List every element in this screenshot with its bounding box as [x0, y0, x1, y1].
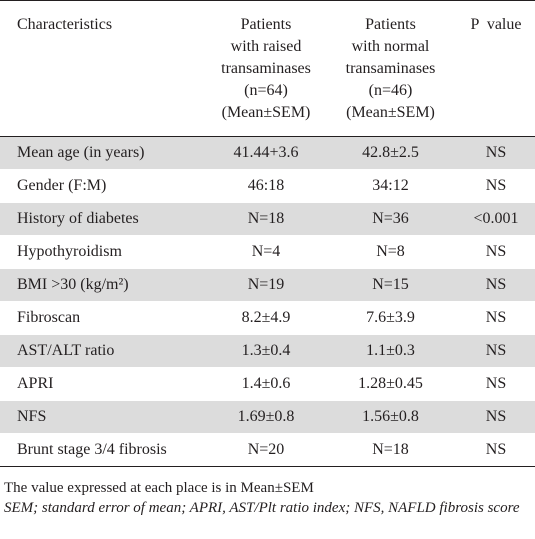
header-normal-transaminases: Patients with normal transaminases (n=46…	[324, 0, 457, 137]
header-p-value-line: P value	[470, 16, 522, 33]
table-row: APRI 1.4±0.6 1.28±0.45 NS	[0, 367, 535, 401]
p-value: NS	[457, 235, 535, 269]
normal-value: 1.1±0.3	[324, 334, 457, 368]
footnote-abbreviations: SEM; standard error of mean; APRI, AST/P…	[4, 500, 520, 516]
header-line: Patients	[365, 16, 416, 33]
p-value: NS	[457, 169, 535, 203]
header-p-value: P value	[457, 0, 535, 137]
raised-value: 46:18	[208, 169, 324, 203]
raised-value: N=19	[208, 268, 324, 302]
table-header: Characteristics Patients with raised tra…	[0, 0, 535, 137]
table-body: Mean age (in years) 41.44+3.6 42.8±2.5 N…	[0, 136, 535, 467]
row-label: Hypothyroidism	[0, 235, 208, 269]
characteristics-table: Characteristics Patients with raised tra…	[0, 0, 535, 467]
normal-value: 34:12	[324, 169, 457, 203]
header-line: transaminases	[345, 60, 436, 77]
header-line: (Mean±SEM)	[221, 104, 311, 121]
row-label: Brunt stage 3/4 fibrosis	[0, 433, 208, 467]
header-line: (n=64)	[244, 82, 288, 99]
table-row: History of diabetes N=18 N=36 <0.001	[0, 202, 535, 236]
row-label: Mean age (in years)	[0, 136, 208, 170]
header-line: with normal	[351, 38, 430, 55]
table-row: Hypothyroidism N=4 N=8 NS	[0, 235, 535, 269]
normal-value: 42.8±2.5	[324, 136, 457, 170]
raised-value: 41.44+3.6	[208, 136, 324, 170]
p-value: NS	[457, 367, 535, 401]
raised-value: 1.69±0.8	[208, 400, 324, 434]
normal-value: 1.28±0.45	[324, 367, 457, 401]
row-label: BMI >30 (kg/m²)	[0, 268, 208, 302]
row-label: Gender (F:M)	[0, 169, 208, 203]
raised-value: 8.2±4.9	[208, 301, 324, 335]
raised-value: 1.4±0.6	[208, 367, 324, 401]
p-value: NS	[457, 433, 535, 467]
normal-value: N=8	[324, 235, 457, 269]
p-value: NS	[457, 400, 535, 434]
row-label: History of diabetes	[0, 202, 208, 236]
table-row: AST/ALT ratio 1.3±0.4 1.1±0.3 NS	[0, 334, 535, 368]
header-line: with raised	[230, 38, 302, 55]
normal-value: 1.56±0.8	[324, 400, 457, 434]
p-value: <0.001	[457, 202, 535, 236]
p-value: NS	[457, 301, 535, 335]
row-label: Fibroscan	[0, 301, 208, 335]
header-line: (n=46)	[368, 82, 413, 99]
raised-value: 1.3±0.4	[208, 334, 324, 368]
normal-value: N=36	[324, 202, 457, 236]
table-row: BMI >30 (kg/m²) N=19 N=15 NS	[0, 268, 535, 302]
table-row: Fibroscan 8.2±4.9 7.6±3.9 NS	[0, 301, 535, 335]
header-line: transaminases	[221, 60, 311, 77]
header-line: Patients	[240, 16, 292, 33]
footnote-mean-sem: The value expressed at each place is in …	[4, 480, 314, 496]
table-row: Mean age (in years) 41.44+3.6 42.8±2.5 N…	[0, 136, 535, 170]
raised-value: N=4	[208, 235, 324, 269]
header-characteristics-line: Characteristics	[17, 16, 113, 33]
characteristics-table-container: Characteristics Patients with raised tra…	[0, 0, 535, 467]
raised-value: N=20	[208, 433, 324, 467]
p-value: NS	[457, 334, 535, 368]
raised-value: N=18	[208, 202, 324, 236]
normal-value: N=15	[324, 268, 457, 302]
p-value: NS	[457, 268, 535, 302]
table-row: NFS 1.69±0.8 1.56±0.8 NS	[0, 400, 535, 434]
header-row: Characteristics Patients with raised tra…	[0, 0, 535, 137]
header-characteristics: Characteristics	[0, 0, 208, 137]
table-footnotes: The value expressed at each place is in …	[4, 478, 532, 518]
header-raised-transaminases: Patients with raised transaminases (n=64…	[208, 0, 324, 137]
table-row: Gender (F:M) 46:18 34:12 NS	[0, 169, 535, 203]
row-label: AST/ALT ratio	[0, 334, 208, 368]
p-value: NS	[457, 136, 535, 170]
row-label: APRI	[0, 367, 208, 401]
row-label: NFS	[0, 400, 208, 434]
header-line: (Mean±SEM)	[346, 104, 435, 121]
normal-value: N=18	[324, 433, 457, 467]
normal-value: 7.6±3.9	[324, 301, 457, 335]
table-row: Brunt stage 3/4 fibrosis N=20 N=18 NS	[0, 433, 535, 467]
